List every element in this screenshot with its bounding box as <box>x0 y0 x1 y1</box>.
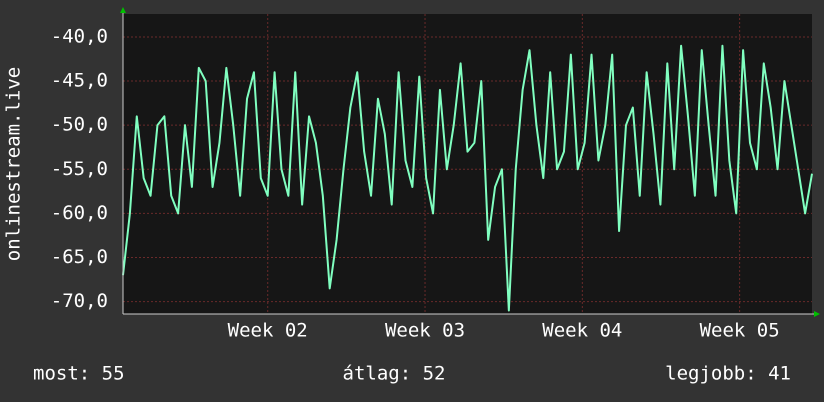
x-tick-label: Week 02 <box>228 320 308 342</box>
footer-average: átlag: 52 <box>343 363 446 385</box>
x-tick-label: Week 03 <box>385 320 465 342</box>
x-tick-label: Week 05 <box>700 320 780 342</box>
axis-arrow <box>120 7 126 13</box>
y-axis-label: onlinestream.live <box>3 67 25 261</box>
y-tick-label: -50,0 <box>51 114 108 136</box>
y-tick-label: -40,0 <box>51 25 108 47</box>
plot-area <box>123 14 812 314</box>
plot <box>122 44 813 312</box>
footer-current: most: 55 <box>33 363 125 385</box>
x-tick-label: Week 04 <box>542 320 622 342</box>
y-tick-label: -65,0 <box>51 246 108 268</box>
y-tick-label: -55,0 <box>51 158 108 180</box>
y-tick-label: -70,0 <box>51 290 108 312</box>
grid <box>123 14 812 314</box>
axis-arrow <box>814 311 820 317</box>
footer-max: legjobb: 41 <box>665 363 791 385</box>
y-tick-label: -45,0 <box>51 70 108 92</box>
y-tick-label: -60,0 <box>51 202 108 224</box>
data-line <box>122 44 813 312</box>
